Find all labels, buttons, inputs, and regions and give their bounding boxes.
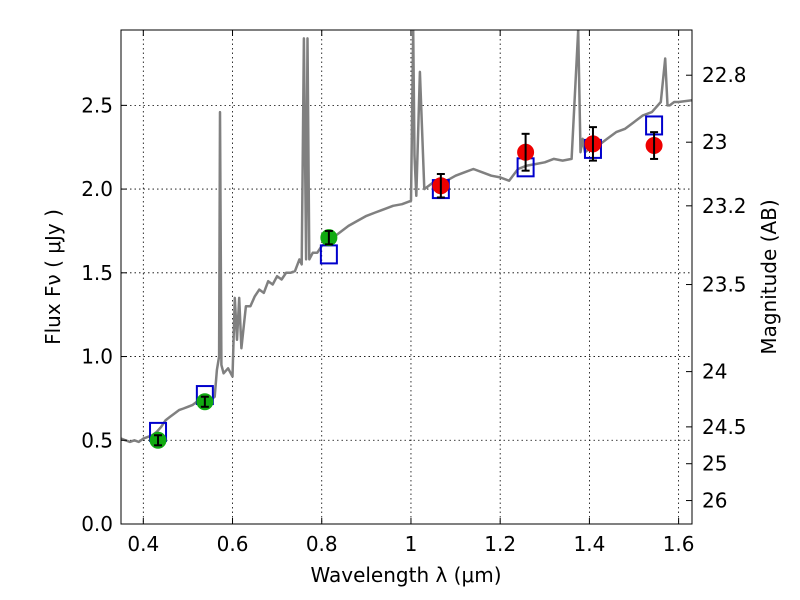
- x-axis-label: Wavelength λ (μm): [310, 563, 501, 587]
- plot-frame: [120, 29, 693, 525]
- right-tick-label: 23.2: [702, 194, 747, 218]
- right-tick-label: 26: [702, 489, 727, 513]
- right-axis-ticks: 22.8 23 23.2 23.5 24 24.5 25 26: [686, 63, 747, 513]
- right-tick-label: 23: [702, 130, 727, 154]
- x-tick-label: 1.4: [573, 532, 605, 556]
- spectrum-line: [121, 30, 692, 444]
- y-tick-label: 2.0: [81, 177, 113, 201]
- x-tick-label: 1.6: [663, 532, 695, 556]
- x-tick-label: 0.8: [306, 532, 338, 556]
- right-axis-label: Magnitude (AB): [757, 199, 781, 354]
- right-tick-label: 22.8: [702, 63, 747, 87]
- y-tick-label: 0.5: [81, 428, 113, 452]
- x-tick-label: 1: [405, 532, 418, 556]
- right-tick-label: 24.5: [702, 415, 747, 439]
- y-tick-label: 1.0: [81, 345, 113, 369]
- x-tick-label: 0.6: [217, 532, 249, 556]
- model-photometry-square: [319, 244, 338, 265]
- right-tick-label: 23.5: [702, 273, 747, 297]
- x-tick-label: 0.4: [127, 532, 159, 556]
- spectrum-layer: [121, 30, 692, 444]
- y-axis-label: Flux Fν ( μJy ): [41, 209, 65, 345]
- y-axis-ticks: 0.0 0.5 1.0 1.5 2.0 2.5: [81, 93, 127, 536]
- photometry-layer: [149, 115, 664, 449]
- y-tick-label: 2.5: [81, 93, 113, 117]
- right-tick-label: 24: [702, 360, 727, 384]
- x-axis-ticks: 0.4 0.6 0.8 1 1.2 1.4 1.6: [127, 30, 695, 556]
- y-tick-label: 0.0: [81, 512, 113, 536]
- right-tick-label: 25: [702, 452, 727, 476]
- x-tick-label: 1.2: [484, 532, 516, 556]
- y-tick-label: 1.5: [81, 261, 113, 285]
- grid: [121, 30, 692, 525]
